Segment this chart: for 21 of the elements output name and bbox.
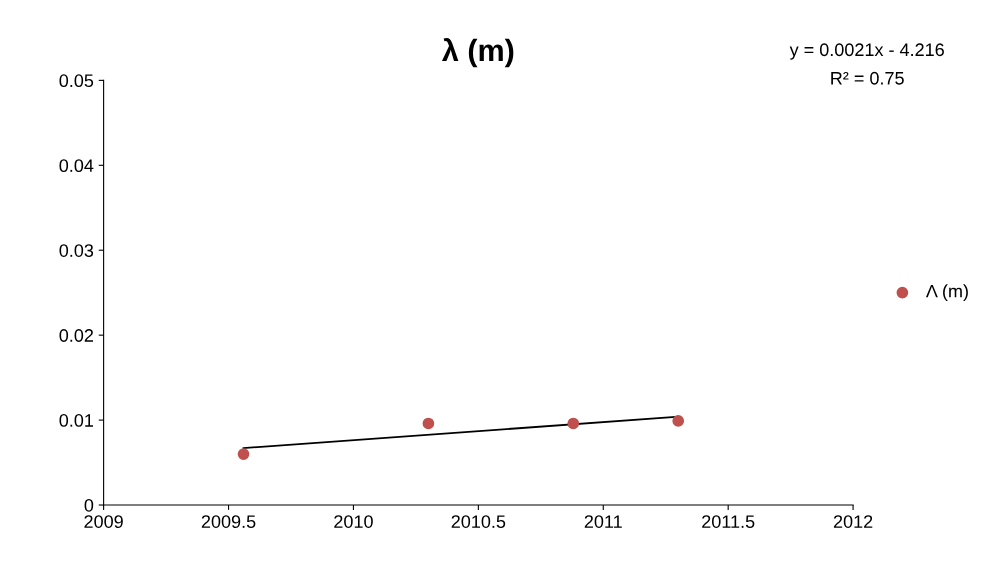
x-tick-label: 2011 <box>584 515 622 528</box>
y-tick-label: 0.01 <box>59 414 94 427</box>
y-tick-label: 0.05 <box>59 74 94 88</box>
y-tick-label: 0.03 <box>59 244 94 257</box>
x-tick-label: 2010.5 <box>451 515 506 528</box>
annotation: R² = 0.75 <box>831 71 904 85</box>
chart-title: λ (m) <box>441 37 514 68</box>
x-tick-label: 2010 <box>334 515 373 528</box>
point <box>237 448 250 460</box>
x-tick-label: 2009 <box>84 515 123 528</box>
y-tick-label: 0.02 <box>59 329 93 342</box>
text: y = 0.0021x - 4.216 <box>789 43 944 60</box>
point <box>672 415 685 427</box>
legend-label: Λ (m) <box>925 284 968 302</box>
point <box>422 417 435 430</box>
y-tick-label: 0.04 <box>59 159 94 173</box>
y-tick-label: 0 <box>84 498 94 512</box>
point <box>567 417 580 430</box>
x-tick-label: 2012 <box>833 515 873 528</box>
x-tick-label: 2011.5 <box>702 515 755 528</box>
x-tick-label: 2009.5 <box>201 515 256 528</box>
